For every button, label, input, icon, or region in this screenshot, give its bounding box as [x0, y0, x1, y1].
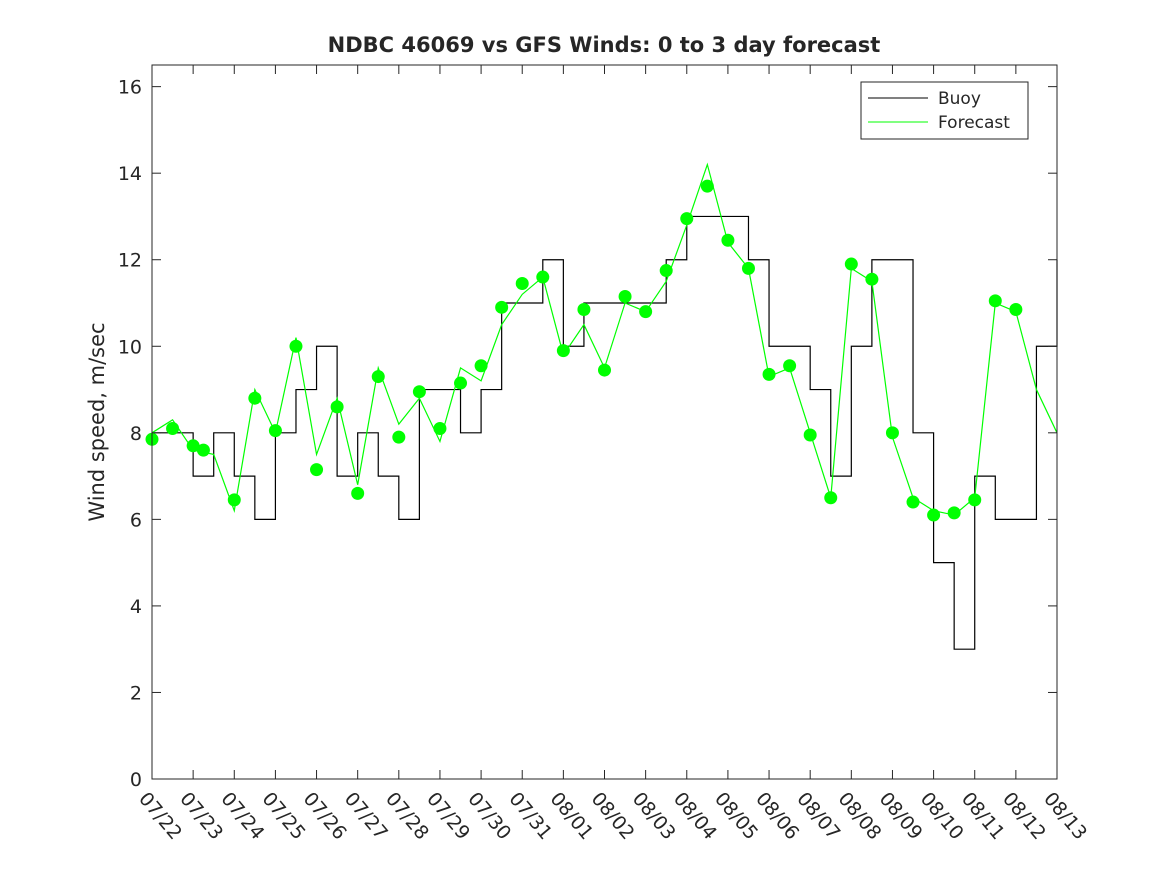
forecast-marker — [865, 272, 879, 286]
forecast-marker — [454, 376, 468, 390]
forecast-marker — [721, 233, 735, 247]
forecast-marker — [495, 300, 509, 314]
forecast-marker — [968, 493, 982, 507]
forecast-marker — [639, 305, 653, 319]
x-tick-label: 08/11 — [957, 788, 1009, 844]
forecast-marker — [803, 428, 817, 442]
y-tick-label: 2 — [130, 682, 142, 704]
x-tick-label: 08/01 — [546, 788, 598, 844]
forecast-marker — [927, 508, 941, 522]
forecast-marker — [474, 359, 488, 373]
forecast-marker — [515, 277, 529, 291]
x-tick-label: 08/05 — [710, 788, 762, 844]
forecast-marker — [577, 302, 591, 316]
x-tick-label: 07/24 — [216, 788, 268, 844]
x-tick-label: 08/10 — [916, 788, 968, 844]
forecast-marker — [166, 421, 180, 435]
forecast-marker — [248, 391, 262, 405]
forecast-marker — [289, 339, 303, 353]
x-tick-label: 08/02 — [587, 788, 639, 844]
forecast-marker — [783, 359, 797, 373]
legend-label-buoy: Buoy — [938, 89, 981, 109]
x-tick-label: 07/28 — [381, 788, 433, 844]
x-tick-label: 07/25 — [258, 788, 310, 844]
forecast-marker — [268, 424, 282, 438]
forecast-marker — [536, 270, 550, 284]
legend: Buoy Forecast — [860, 81, 1029, 140]
y-tick-label: 12 — [118, 250, 142, 272]
y-tick-label: 16 — [118, 77, 142, 99]
forecast-marker — [196, 443, 210, 457]
y-axis: 0 2 4 6 8 10 12 14 16 — [118, 77, 1057, 791]
x-tick-label: 07/30 — [463, 788, 515, 844]
x-tick-label: 08/09 — [875, 788, 927, 844]
forecast-marker — [351, 486, 365, 500]
x-tick-label: 08/06 — [751, 788, 803, 844]
forecast-marker — [392, 430, 406, 444]
forecast-marker — [330, 400, 344, 414]
x-tick-label: 08/12 — [998, 788, 1050, 844]
forecast-marker — [659, 264, 673, 278]
x-tick-label: 07/22 — [134, 788, 186, 844]
forecast-marker — [680, 212, 694, 226]
forecast-marker — [412, 385, 426, 399]
legend-box — [860, 81, 1029, 140]
y-tick-label: 0 — [130, 769, 142, 791]
forecast-marker — [906, 495, 920, 509]
forecast-marker — [762, 367, 776, 381]
y-tick-label: 14 — [118, 163, 142, 185]
forecast-marker — [618, 290, 632, 304]
y-tick-label: 8 — [130, 423, 142, 445]
x-tick-label: 07/26 — [299, 788, 351, 844]
y-axis-label: Wind speed, m/sec — [85, 322, 109, 521]
x-tick-label: 08/04 — [669, 788, 721, 844]
forecast-marker — [186, 439, 200, 453]
forecast-marker — [310, 463, 324, 477]
forecast-marker — [824, 491, 838, 505]
y-tick-label: 4 — [130, 596, 142, 618]
forecast-marker — [1009, 302, 1023, 316]
x-tick-label: 07/29 — [422, 788, 474, 844]
y-tick-label: 10 — [118, 336, 142, 358]
x-tick-label: 08/13 — [1039, 788, 1091, 844]
forecast-marker — [371, 370, 385, 384]
forecast-marker — [844, 257, 858, 271]
x-tick-label: 07/31 — [504, 788, 556, 844]
legend-label-forecast: Forecast — [938, 113, 1010, 133]
x-tick-label: 08/07 — [792, 788, 844, 844]
forecast-marker — [433, 421, 447, 435]
forecast-marker — [988, 294, 1002, 308]
forecast-markers — [145, 179, 1023, 522]
x-tick-label: 07/23 — [175, 788, 227, 844]
y-tick-label: 6 — [130, 509, 142, 531]
chart-title: NDBC 46069 vs GFS Winds: 0 to 3 day fore… — [328, 33, 881, 57]
forecast-marker — [598, 363, 611, 377]
x-tick-label: 08/03 — [628, 788, 680, 844]
plot-background — [152, 65, 1057, 779]
forecast-marker — [227, 493, 241, 507]
x-tick-label: 07/27 — [340, 788, 392, 844]
forecast-marker — [556, 344, 570, 358]
forecast-marker — [947, 506, 961, 520]
forecast-marker — [741, 261, 755, 275]
forecast-marker — [885, 426, 899, 440]
forecast-marker — [700, 179, 714, 193]
x-tick-label: 08/08 — [833, 788, 885, 844]
